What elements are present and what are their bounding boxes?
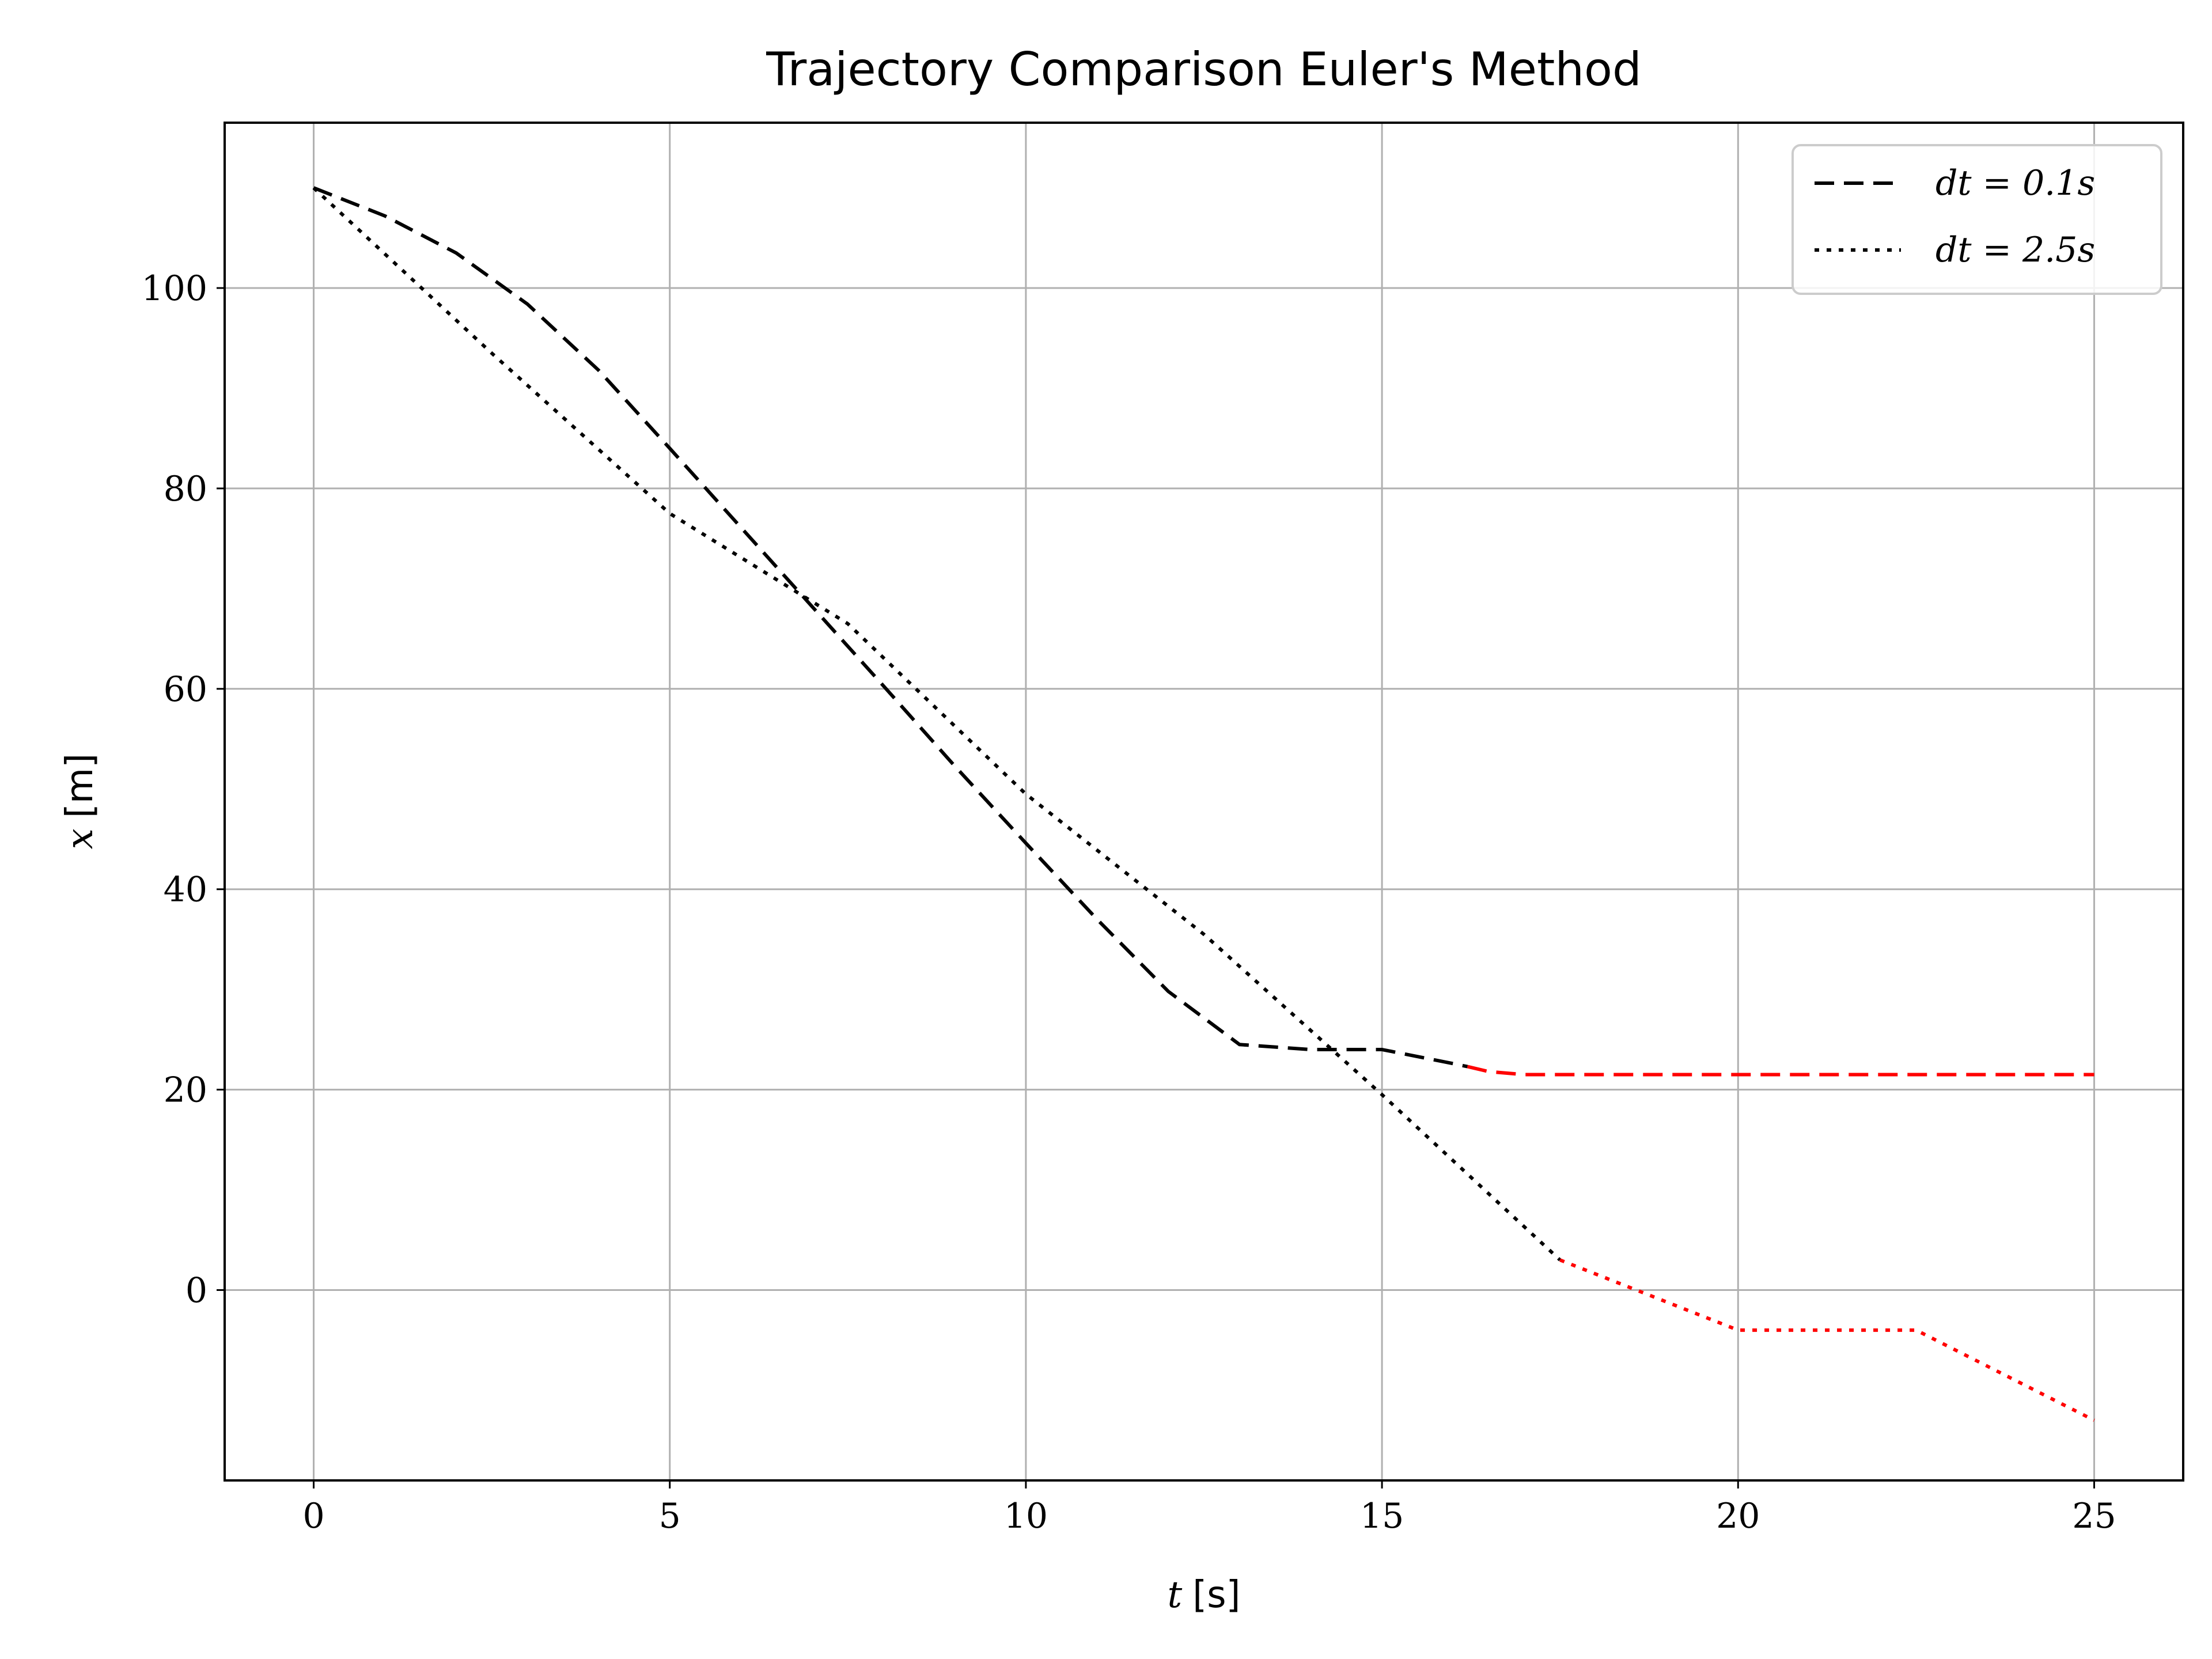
y-tick-label: 20: [164, 1070, 207, 1111]
y-tick-label: 80: [164, 469, 207, 509]
chart-title: Trajectory Comparison Euler's Method: [766, 43, 1642, 96]
y-tick-label: 40: [164, 870, 207, 910]
x-axis-label: t [s]: [1168, 1574, 1241, 1616]
legend: dt = 0.1s dt = 2.5s: [1791, 144, 2162, 295]
y-axis-label-var: x: [59, 828, 101, 849]
y-tick-label: 60: [164, 669, 207, 710]
x-tick-label: 15: [1360, 1496, 1404, 1536]
y-axis-label: x [m]: [59, 753, 101, 849]
x-tick-label: 5: [659, 1496, 681, 1536]
y-tick-label: 0: [185, 1270, 207, 1310]
y-tick-label: 100: [141, 268, 207, 309]
series-line-dashed-overflow: [1467, 1065, 2094, 1077]
x-axis-label-unit: [s]: [1192, 1574, 1240, 1616]
series-line-dotted-overflow: [1559, 1258, 2095, 1422]
x-tick-label: 0: [302, 1496, 324, 1536]
x-tick-label: 10: [1004, 1496, 1048, 1536]
plot-frame: [224, 122, 2184, 1482]
x-tick-label: 20: [1716, 1496, 1760, 1536]
x-tick-label: 25: [2072, 1496, 2116, 1536]
legend-label-dotted: dt = 2.5s: [1936, 230, 2095, 270]
series-line-dashed: [313, 186, 1468, 1069]
gridlines: [225, 123, 2183, 1480]
series-layer: [312, 186, 2095, 1422]
x-axis-label-var: t: [1168, 1574, 1183, 1616]
y-axis-label-unit: [m]: [59, 753, 101, 818]
axis-ticks: 0 5 10 15 20 25 0 20 40 60 80 100: [141, 268, 2116, 1536]
legend-label-dashed: dt = 0.1s: [1936, 163, 2095, 203]
